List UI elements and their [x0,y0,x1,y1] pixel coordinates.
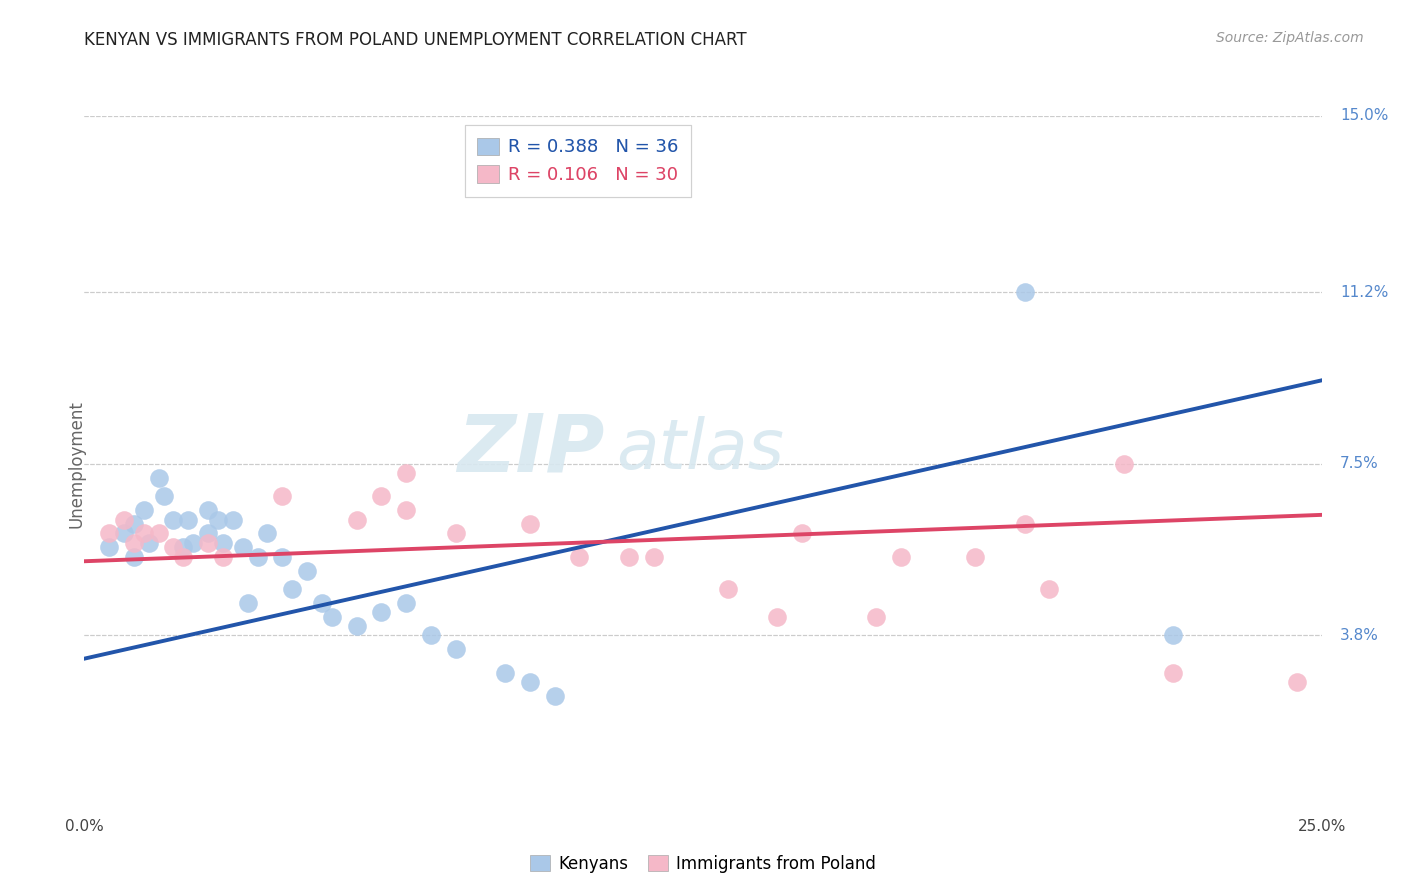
Point [181,535,204,549]
Point [148,471,170,485]
Point [122,517,145,532]
Point [222,512,245,526]
Y-axis label: Unemployment: Unemployment [67,400,84,528]
Text: 7.5%: 7.5% [1340,457,1379,471]
Point [212,535,235,549]
Point [965,549,987,564]
Point [346,619,368,633]
Point [395,503,418,517]
Point [256,526,278,541]
Point [1038,582,1060,596]
Point [271,489,294,503]
Point [395,596,418,610]
Point [1014,517,1036,532]
Point [865,610,887,624]
Point [519,517,541,532]
Point [197,503,219,517]
Point [152,489,174,503]
Text: 11.2%: 11.2% [1340,285,1389,300]
Point [1285,674,1308,689]
Point [543,689,565,703]
Text: 15.0%: 15.0% [1340,109,1389,123]
Point [1161,665,1184,680]
Point [1014,285,1036,300]
Point [1161,628,1184,642]
Point [1112,457,1135,471]
Point [617,549,640,564]
Point [207,512,229,526]
Point [112,512,135,526]
Point [766,610,789,624]
Point [444,642,467,657]
Point [236,596,259,610]
Point [98,526,121,541]
Point [162,541,184,555]
Text: 3.8%: 3.8% [1340,628,1379,643]
Point [112,526,135,541]
Legend: R = 0.388   N = 36, R = 0.106   N = 30: R = 0.388 N = 36, R = 0.106 N = 30 [464,125,690,197]
Point [138,535,160,549]
Text: ZIP: ZIP [457,411,605,489]
Point [370,489,392,503]
Point [177,512,200,526]
Point [321,610,343,624]
Point [246,549,269,564]
Point [271,549,294,564]
Point [419,628,441,642]
Point [643,549,665,564]
Point [311,596,333,610]
Point [122,549,145,564]
Point [281,582,304,596]
Point [162,512,184,526]
Text: atlas: atlas [616,417,785,483]
Point [370,605,392,619]
Text: Source: ZipAtlas.com: Source: ZipAtlas.com [1216,31,1364,45]
Point [212,549,235,564]
Point [890,549,912,564]
Legend: Kenyans, Immigrants from Poland: Kenyans, Immigrants from Poland [523,848,883,880]
Point [717,582,740,596]
Point [444,526,467,541]
Point [568,549,591,564]
Text: KENYAN VS IMMIGRANTS FROM POLAND UNEMPLOYMENT CORRELATION CHART: KENYAN VS IMMIGRANTS FROM POLAND UNEMPLO… [84,31,747,49]
Point [197,526,219,541]
Point [148,526,170,541]
Point [98,541,121,555]
Point [346,512,368,526]
Point [295,564,318,578]
Point [232,541,254,555]
Point [395,466,418,480]
Point [519,674,541,689]
Point [494,665,516,680]
Point [132,526,155,541]
Point [172,541,194,555]
Point [197,535,219,549]
Point [122,535,145,549]
Point [132,503,155,517]
Point [172,549,194,564]
Point [790,526,813,541]
